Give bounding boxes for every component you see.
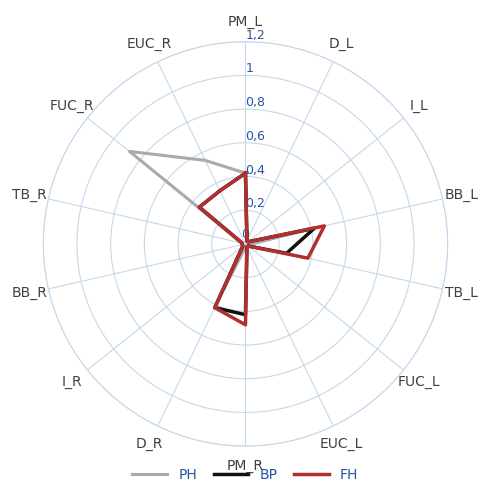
PH <box>312 225 318 231</box>
FH <box>245 239 251 245</box>
PH <box>202 158 208 164</box>
FH <box>239 242 245 248</box>
FH <box>321 223 327 229</box>
PH <box>126 148 132 154</box>
Line: PH: PH <box>129 152 315 290</box>
BP <box>240 243 246 249</box>
FH <box>239 240 245 246</box>
PH <box>244 244 250 250</box>
PH <box>240 243 246 249</box>
FH <box>244 244 250 250</box>
FH <box>243 322 248 328</box>
FH <box>305 255 311 261</box>
PH <box>220 286 226 292</box>
BP <box>245 239 251 245</box>
BP <box>244 238 250 244</box>
FH <box>244 238 250 244</box>
BP <box>239 240 245 246</box>
PH <box>245 243 251 249</box>
Text: 0: 0 <box>242 228 249 240</box>
Legend: PH, BP, FH: PH, BP, FH <box>127 462 364 487</box>
BP <box>243 170 248 176</box>
BP <box>243 170 248 176</box>
PH <box>246 242 252 248</box>
BP <box>239 242 245 248</box>
PH <box>239 240 245 246</box>
FH <box>217 188 223 194</box>
PH <box>244 238 250 244</box>
PH <box>243 244 248 250</box>
FH <box>196 204 202 210</box>
BP <box>312 225 318 231</box>
FH <box>212 304 218 310</box>
FH <box>243 170 248 176</box>
BP <box>196 204 202 210</box>
BP <box>217 188 223 194</box>
PH <box>243 170 248 176</box>
BP <box>245 243 251 249</box>
BP <box>212 304 218 310</box>
FH <box>240 243 246 249</box>
PH <box>245 239 251 245</box>
PH <box>239 242 245 248</box>
PH <box>243 170 248 176</box>
FH <box>243 170 248 176</box>
BP <box>284 250 290 256</box>
Line: FH: FH <box>199 173 324 325</box>
FH <box>245 243 251 249</box>
BP <box>243 312 248 318</box>
Line: BP: BP <box>199 173 315 314</box>
BP <box>244 244 250 250</box>
